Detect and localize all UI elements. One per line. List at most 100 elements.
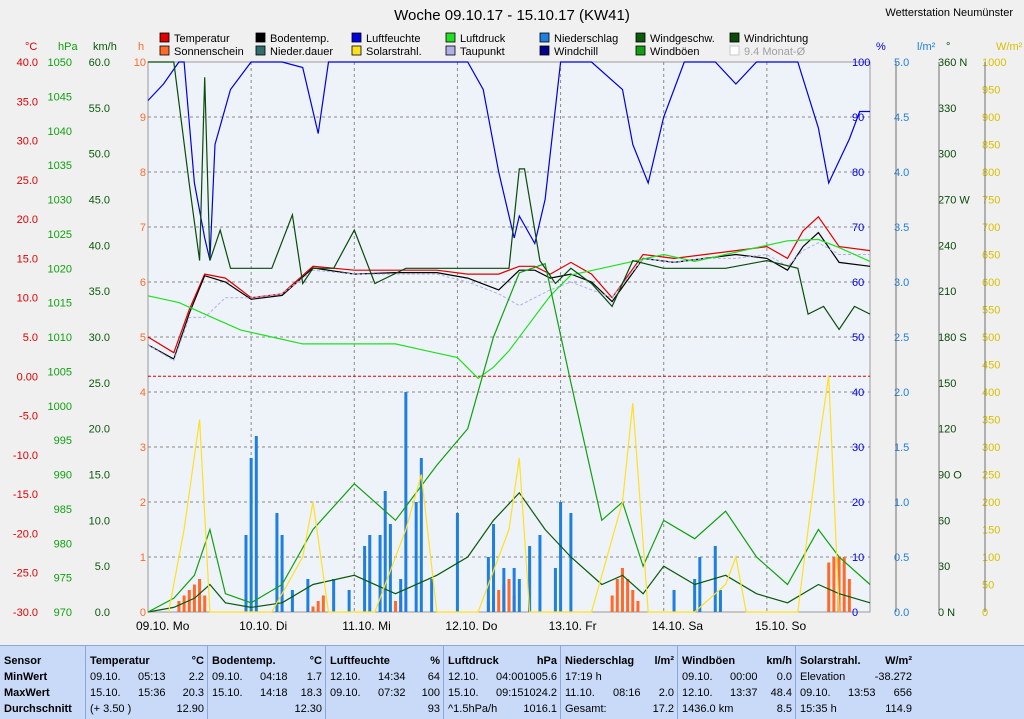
sunshine-bar — [203, 595, 207, 612]
legend-swatch — [445, 45, 456, 56]
axis-pressure-tick: 985 — [54, 504, 72, 516]
stats-value: 12.30 — [294, 703, 322, 715]
stats-column-title: Bodentemp. °C — [212, 654, 322, 669]
legend-label: 9.4 Monat-Ø — [744, 46, 806, 58]
legend-swatch — [539, 32, 550, 43]
legend-swatch — [729, 45, 740, 56]
stats-value: 93 — [427, 703, 440, 715]
legend-swatch — [159, 45, 170, 56]
axis-sun_hours-tick: 0 — [140, 607, 146, 619]
rain-bar — [538, 535, 542, 612]
rain-bar — [383, 491, 387, 612]
axis-solar-unit: W/m² — [996, 41, 1023, 53]
rain-bar — [528, 546, 532, 612]
axis-wind-tick: 45.0 — [89, 195, 110, 207]
series-windgeschw — [147, 491, 871, 613]
axis-solar-tick: 950 — [982, 85, 1000, 97]
axis-solar-tick: 1000 — [982, 57, 1006, 69]
axis-pressure-tick: 1045 — [48, 91, 72, 103]
rain-bar — [419, 458, 423, 612]
stats-title: Niederschlag — [565, 655, 635, 667]
axis-solar-tick: 650 — [982, 250, 1000, 262]
stats-row: 15.10. 15:36 20.3 — [90, 686, 204, 701]
axis-solar-tick: 450 — [982, 360, 1000, 372]
axis-solar-tick: 300 — [982, 442, 1000, 454]
axis-pressure-tick: 1030 — [48, 195, 72, 207]
stats-title: Solarstrahl. — [800, 655, 861, 667]
rain-bar — [290, 590, 294, 612]
stats-unit: °C — [191, 655, 204, 667]
stats-date: 15.10. — [212, 687, 243, 699]
rain-bar — [698, 557, 702, 612]
x-day-label: 09.10. Mo — [136, 619, 190, 633]
axis-humidity-tick: 90 — [852, 112, 864, 124]
legend-label: Windgeschw. — [650, 33, 715, 45]
stats-unit: °C — [309, 655, 322, 667]
stats-time: 13:37 — [730, 687, 758, 699]
stats-value: 48.4 — [770, 687, 792, 699]
stats-value: 17.2 — [652, 703, 674, 715]
stats-row: 09.10. 05:13 2.2 — [90, 670, 204, 685]
axis-humidity-tick: 100 — [852, 57, 870, 69]
legend-swatch — [729, 32, 740, 43]
axis-pressure-tick: 1050 — [48, 57, 72, 69]
stats-column: Bodentemp. °C 09.10. 04:18 1.7 15.10. 14:18 18.… — [207, 646, 326, 719]
axis-direction-unit: ° — [946, 41, 950, 53]
axis-wind-tick: 10.0 — [89, 515, 110, 527]
axis-temp-tick: -20.0 — [13, 528, 38, 540]
axis-direction-tick: 60 — [938, 515, 950, 527]
stats-value: 1016.1 — [523, 703, 557, 715]
axis-direction-tick: 30 — [938, 561, 950, 573]
axis-wind-tick: 60.0 — [89, 57, 110, 69]
stats-date: 12.10. — [330, 671, 361, 683]
axis-pressure-tick: 980 — [54, 538, 72, 550]
axis-pressure-tick: 970 — [54, 607, 72, 619]
stats-label-min: MinWert — [4, 671, 48, 683]
x-day-label: 12.10. Do — [445, 619, 497, 633]
axis-pressure-tick: 1015 — [48, 298, 72, 310]
legend-swatch — [255, 45, 266, 56]
stats-label-sensor: Sensor — [4, 655, 42, 667]
legend-label: Taupunkt — [460, 46, 505, 58]
sunshine-bar — [311, 606, 315, 612]
axis-temp-tick: -5.0 — [19, 411, 38, 423]
axis-direction-tick: 120 — [938, 424, 956, 436]
axis-direction-tick: 270 W — [938, 195, 970, 207]
stats-unit: % — [430, 655, 440, 667]
axis-solar-tick: 850 — [982, 140, 1000, 152]
axis-solar-tick: 550 — [982, 305, 1000, 317]
stats-row: 15.10. 09:15 1024.2 — [448, 686, 557, 701]
stats-value: 2.0 — [658, 687, 674, 699]
stats-column: Luftfeuchte% 12.10. 14:34 64 09.10. 07:32 100 9… — [325, 646, 444, 719]
series-luftfeuchte — [147, 61, 870, 261]
sunshine-bar — [636, 601, 640, 612]
axis-sun_hours-tick: 6 — [140, 277, 146, 289]
stats-date: 09.10. — [682, 671, 713, 683]
legend-label: Luftfeuchte — [366, 33, 420, 45]
axis-solar-tick: 200 — [982, 497, 1000, 509]
rain-bar — [672, 590, 676, 612]
legend-swatch — [351, 32, 362, 43]
axis-sun_hours-tick: 9 — [140, 112, 146, 124]
series-solarstrahl — [168, 375, 840, 613]
axis-pressure-tick: 1040 — [48, 126, 72, 138]
rain-bar — [244, 535, 248, 612]
series-windrichtung — [148, 61, 871, 331]
stats-unit: hPa — [536, 655, 557, 667]
axis-humidity-tick: 70 — [852, 222, 864, 234]
stats-row: Elevation -38.272 — [800, 670, 912, 685]
stats-unit: km/h — [766, 655, 792, 667]
legend-swatch — [635, 32, 646, 43]
x-day-label: 13.10. Fr — [549, 619, 597, 633]
chart-title: Woche 09.10.17 - 15.10.17 (KW41) — [394, 7, 630, 24]
stats-time: 15:36 — [138, 687, 166, 699]
stats-date: Elevation — [800, 671, 846, 683]
axis-solar-tick: 100 — [982, 552, 1000, 564]
stats-column-title: Niederschlag l/m² — [565, 654, 674, 669]
stats-date: 15.10. — [90, 687, 121, 699]
legend-swatch — [351, 45, 362, 56]
sunshine-bar — [497, 590, 501, 612]
legend-label: Solarstrahl. — [366, 46, 422, 58]
axis-solar-tick: 900 — [982, 112, 1000, 124]
stats-value: 20.3 — [182, 687, 204, 699]
